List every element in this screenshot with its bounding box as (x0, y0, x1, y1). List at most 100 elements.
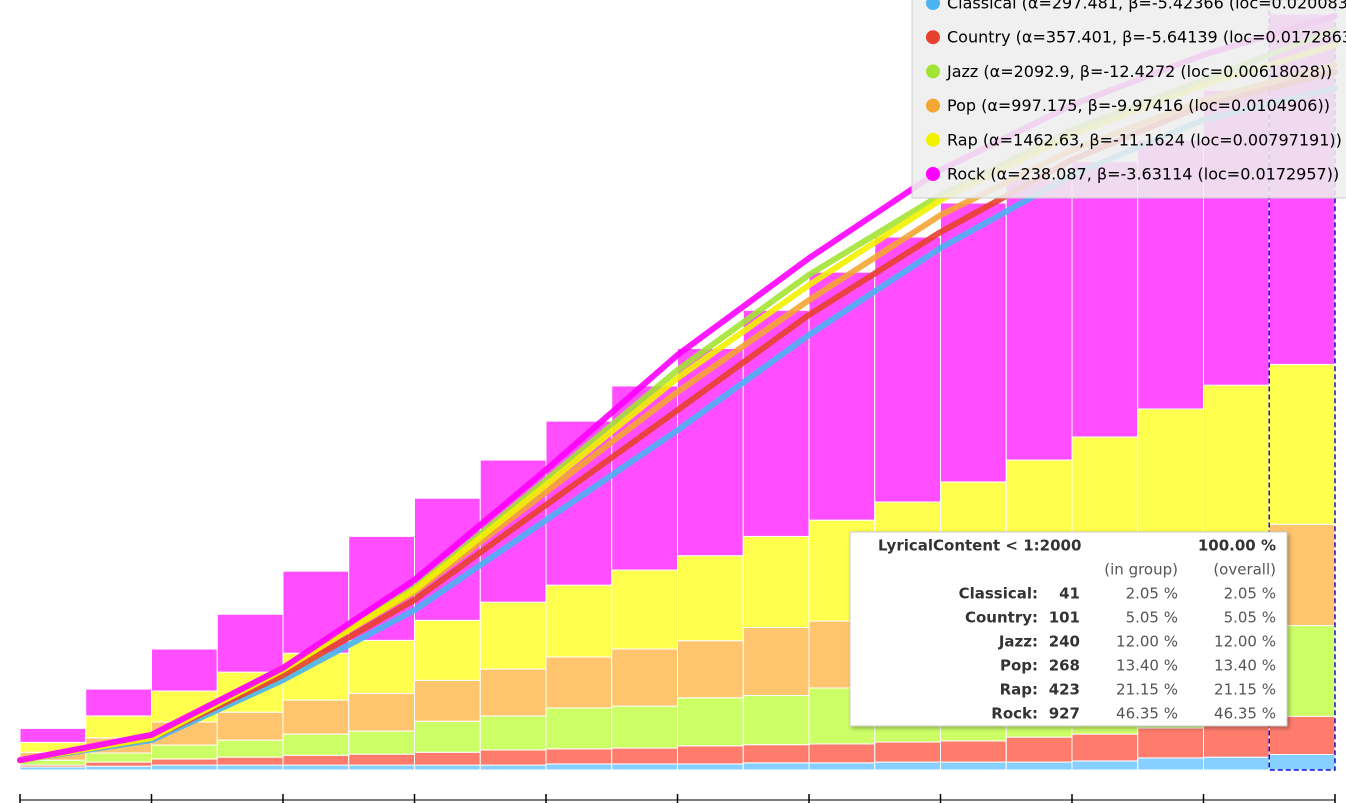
bar-segment (611, 705, 678, 749)
bar-segment (479, 764, 547, 771)
bar-segment (414, 751, 481, 766)
bar-segment (85, 761, 152, 767)
bar-segment (742, 762, 810, 771)
bar-segment (348, 753, 415, 766)
bar-segment (216, 756, 284, 766)
bar-segment (1005, 179, 1073, 461)
tooltip-count: 268 (1049, 657, 1080, 675)
legend-label: Jazz (α=2092.9, β=-12.4272 (loc=0.006180… (946, 62, 1332, 81)
bar-segment (151, 764, 218, 771)
bar-segment (85, 752, 152, 763)
tooltip-overall: 5.05 % (1224, 609, 1276, 627)
tooltip-count: 240 (1049, 633, 1080, 651)
bar-segment (940, 761, 1007, 771)
bar-segment (414, 619, 481, 681)
tooltip-header: (in group) (1104, 561, 1178, 579)
tooltip-label: Country: (965, 609, 1038, 627)
bar-segment (282, 754, 350, 766)
tooltip-overall: 12.00 % (1214, 633, 1276, 651)
bar-segment (874, 236, 941, 503)
bar-segment (414, 720, 481, 753)
bar-segment (677, 555, 744, 642)
bar-segment (348, 639, 415, 694)
bar-segment (282, 764, 350, 771)
bar-segment (348, 692, 415, 732)
bar-segment (545, 656, 613, 709)
bar-segment (545, 748, 613, 765)
bar-segment (1203, 722, 1270, 758)
bar-segment (545, 763, 613, 771)
bar-segment (85, 688, 152, 717)
tooltip-total: 100.00 % (1198, 537, 1276, 555)
tooltip-in-group: 2.05 % (1126, 585, 1178, 603)
tooltip-label: Rock: (991, 705, 1038, 723)
bar-segment (348, 730, 415, 755)
bar-segment (940, 202, 1007, 483)
tooltip-overall: 13.40 % (1214, 657, 1276, 675)
bar-segment (216, 613, 284, 673)
bar-segment (1071, 161, 1139, 438)
tooltip-overall: 2.05 % (1224, 585, 1276, 603)
legend-marker (926, 132, 940, 147)
bar-segment (874, 741, 941, 763)
tooltip-title: LyricalContent < 1:2000 (878, 537, 1081, 555)
bar-segment (282, 699, 350, 735)
bar-segment (1268, 754, 1336, 771)
bar-segment (1005, 761, 1073, 771)
bar-segment (282, 733, 350, 756)
legend-label: Rap (α=1462.63, β=-11.1624 (loc=0.007971… (947, 130, 1342, 149)
bar-segment (348, 764, 415, 771)
bar-segment (414, 764, 481, 771)
bar-segment (677, 348, 744, 557)
bar-segment (479, 749, 547, 766)
bar-segment (151, 648, 218, 692)
bar-segment (1005, 736, 1073, 763)
bar-segment (808, 743, 876, 764)
bar-segment (479, 668, 547, 717)
tooltip: LyricalContent < 1:2000 100.00 % (in group… (849, 531, 1288, 727)
tooltip-count: 101 (1049, 609, 1080, 627)
bar-segment (742, 535, 810, 628)
bar-segment (414, 679, 481, 722)
bar-segment (216, 739, 284, 758)
bar-segment (1268, 363, 1336, 525)
bar-segment (677, 745, 744, 765)
selection (1268, 0, 1336, 771)
bar-segment (742, 695, 810, 746)
bar-segment (216, 764, 284, 771)
bar-segment (808, 762, 876, 771)
bar-segment (1071, 760, 1139, 771)
bar-segment (1137, 727, 1204, 759)
bar-segment (19, 727, 87, 743)
legend-marker (926, 30, 940, 45)
bar-segment (1071, 733, 1139, 762)
bar-segment (1203, 756, 1270, 771)
bar-segment (677, 640, 744, 699)
bar-segment (611, 648, 678, 707)
bar-segment (874, 761, 941, 771)
bar-segment (677, 763, 744, 771)
legend-label: Rock (α=238.087, β=-3.63114 (loc=0.01729… (947, 165, 1339, 184)
bar-segment (940, 740, 1007, 763)
bar-segment (545, 707, 613, 750)
legend: Classical (α=297.481, β=-5.42366 (loc=0.… (911, 0, 1346, 199)
bars (19, 0, 1336, 771)
legend-marker (926, 0, 940, 10)
tooltip-in-group: 21.15 % (1116, 681, 1178, 699)
bar-segment (216, 711, 284, 741)
tooltip-count: 41 (1059, 585, 1080, 603)
tooltip-label: Pop: (1000, 657, 1038, 675)
bar-segment (611, 747, 678, 765)
legend-box (911, 0, 1346, 199)
bar-segment (611, 763, 678, 771)
bar-segment (677, 697, 744, 747)
bar-segment (611, 569, 678, 650)
tooltip-count: 927 (1049, 705, 1080, 723)
tooltip-overall: 46.35 % (1214, 705, 1276, 723)
bar-segment (742, 744, 810, 764)
legend-label: Classical (α=297.481, β=-5.42366 (loc=0.… (947, 0, 1346, 13)
tooltip-box (849, 531, 1288, 727)
legend-label: Country (α=357.401, β=-5.64139 (loc=0.01… (947, 28, 1346, 47)
